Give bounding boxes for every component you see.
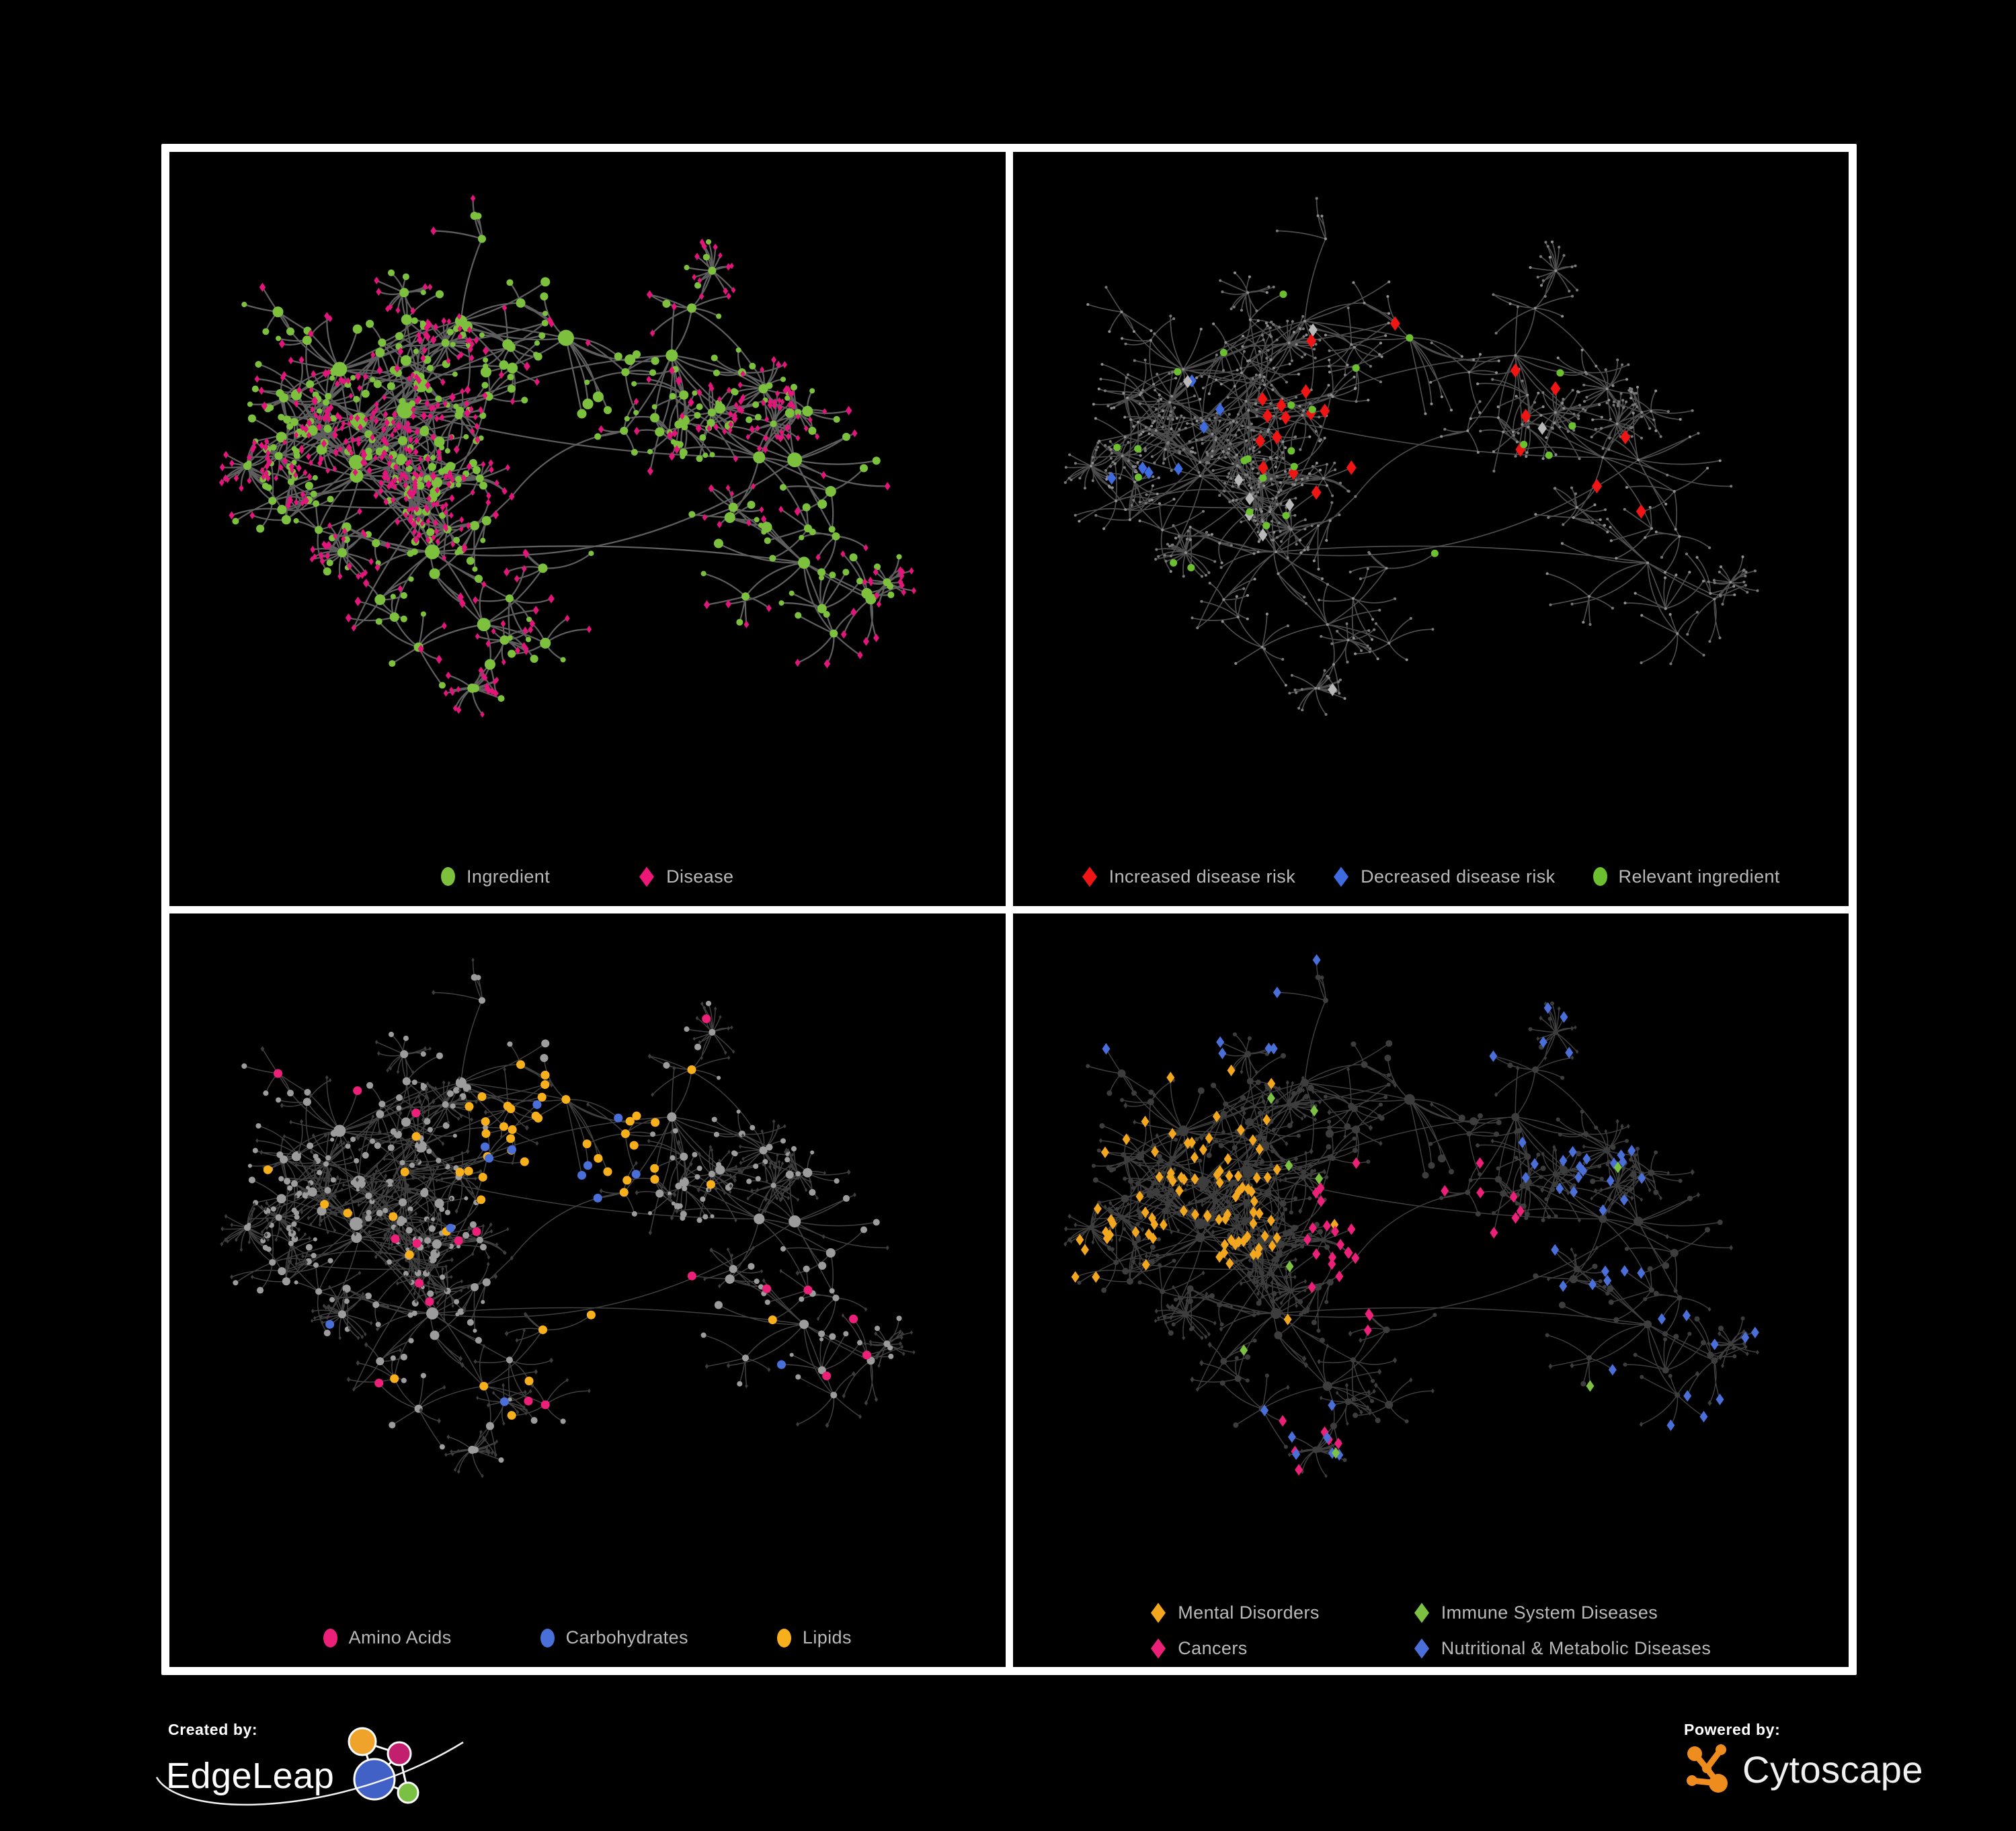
circle-marker-icon xyxy=(776,1628,791,1647)
diamond-marker-icon xyxy=(1414,1602,1430,1623)
legend-item: Nutritional & Metabolic Diseases xyxy=(1414,1638,1711,1659)
network-grid: Ingredient Disease Increased disease risk… xyxy=(161,144,1857,1675)
diamond-marker-icon xyxy=(1150,1638,1166,1659)
panel-ingredient-disease: Ingredient Disease xyxy=(169,152,1006,906)
cytoscape-credit: Powered by: Cytoscape xyxy=(1682,1721,1923,1798)
legend-label: Mental Disorders xyxy=(1178,1602,1320,1623)
diamond-marker-icon xyxy=(1082,866,1098,887)
legend-item: Increased disease risk xyxy=(1082,866,1295,887)
legend-label: Nutritional & Metabolic Diseases xyxy=(1441,1638,1711,1658)
circle-marker-icon xyxy=(323,1628,337,1647)
legend-label: Amino Acids xyxy=(348,1627,452,1647)
legend-label: Increased disease risk xyxy=(1108,866,1296,887)
circle-marker-icon xyxy=(1592,867,1607,886)
panel-disease-risk: Increased disease risk Decreased disease … xyxy=(1012,152,1849,906)
edgeleap-node-green xyxy=(397,1781,419,1804)
edgeleap-wordmark: EdgeLeap xyxy=(166,1756,335,1796)
cytoscape-logo-icon xyxy=(1687,1744,1728,1793)
legend-item: Cancers xyxy=(1150,1638,1319,1659)
created-by-label: Created by: xyxy=(168,1721,258,1738)
legend-label: Relevant ingredient xyxy=(1618,866,1780,887)
legend-label: Immune System Diseases xyxy=(1441,1602,1658,1623)
network-graph-disease-risk xyxy=(1063,197,1759,716)
legend-ingredient-classes: Amino Acids Carbohydrates Lipids xyxy=(169,1627,1006,1648)
cytoscape-icon-nodes xyxy=(1687,1744,1728,1793)
cytoscape-wordmark: Cytoscape xyxy=(1742,1748,1924,1791)
edgeleap-logo-icon xyxy=(348,1727,419,1804)
diamond-marker-icon xyxy=(639,866,655,887)
legend-item: Carbohydrates xyxy=(540,1627,688,1648)
legend-item: Mental Disorders xyxy=(1150,1602,1319,1623)
diamond-marker-icon xyxy=(1150,1602,1166,1623)
legend-label: Ingredient xyxy=(467,866,551,887)
edgeleap-node-pink xyxy=(387,1741,412,1766)
network-graph-ingredient-classes xyxy=(220,957,916,1478)
legend-item: Ingredient xyxy=(441,866,550,887)
legend-item: Relevant ingredient xyxy=(1592,866,1780,887)
panel-ingredient-classes: Amino Acids Carbohydrates Lipids xyxy=(169,913,1006,1667)
diamond-marker-icon xyxy=(1333,866,1349,887)
legend-item: Immune System Diseases xyxy=(1414,1602,1711,1623)
legend-item: Disease xyxy=(639,866,733,887)
diamond-marker-icon xyxy=(1414,1638,1430,1659)
edgeleap-credit: Created by: EdgeLeap xyxy=(155,1721,502,1822)
legend-label: Disease xyxy=(666,866,734,887)
panel-disease-classes: Mental Disorders Immune System Diseases Ca… xyxy=(1012,913,1849,1667)
legend-label: Carbohydrates xyxy=(565,1627,688,1647)
legend-item: Decreased disease risk xyxy=(1333,866,1555,887)
legend-ingredient-disease: Ingredient Disease xyxy=(169,866,1006,887)
edgeleap-node-orange xyxy=(348,1727,377,1756)
network-graph-disease-classes xyxy=(1063,953,1759,1478)
legend-item: Lipids xyxy=(776,1627,852,1648)
legend-label: Cancers xyxy=(1178,1638,1248,1658)
legend-label: Lipids xyxy=(802,1627,852,1647)
legend-label: Decreased disease risk xyxy=(1361,866,1556,887)
legend-disease-classes: Mental Disorders Immune System Diseases Ca… xyxy=(1013,1602,1849,1659)
circle-marker-icon xyxy=(441,867,456,886)
legend-disease-risk: Increased disease risk Decreased disease … xyxy=(1013,866,1849,887)
circle-marker-icon xyxy=(540,1628,555,1647)
legend-item: Amino Acids xyxy=(323,1627,452,1648)
network-graph-ingredient-disease xyxy=(218,194,917,718)
edgeleap-node-blue xyxy=(353,1758,396,1801)
powered-by-label: Powered by: xyxy=(1684,1721,1781,1738)
